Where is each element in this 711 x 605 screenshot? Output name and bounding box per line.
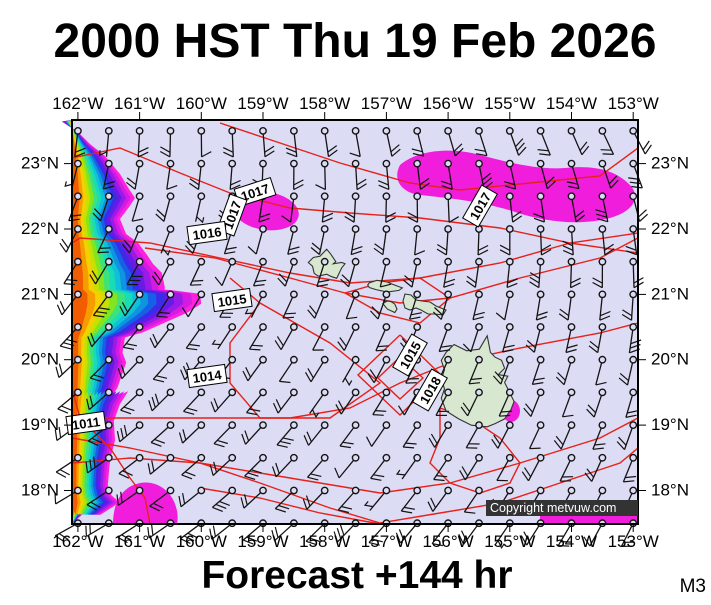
svg-text:22°N: 22°N bbox=[651, 219, 689, 238]
svg-text:18°N: 18°N bbox=[651, 481, 689, 500]
svg-text:162°W: 162°W bbox=[52, 94, 103, 113]
svg-text:157°W: 157°W bbox=[361, 94, 412, 113]
svg-text:161°W: 161°W bbox=[114, 532, 165, 551]
svg-text:22°N: 22°N bbox=[21, 219, 59, 238]
svg-text:154°W: 154°W bbox=[546, 532, 597, 551]
svg-text:154°W: 154°W bbox=[546, 94, 597, 113]
svg-text:158°W: 158°W bbox=[299, 94, 350, 113]
svg-text:157°W: 157°W bbox=[361, 532, 412, 551]
svg-text:153°W: 153°W bbox=[608, 532, 659, 551]
svg-text:M3: M3 bbox=[680, 576, 706, 597]
svg-text:158°W: 158°W bbox=[299, 532, 350, 551]
svg-text:159°W: 159°W bbox=[237, 532, 288, 551]
svg-text:160°W: 160°W bbox=[176, 532, 227, 551]
svg-text:162°W: 162°W bbox=[52, 532, 103, 551]
svg-text:159°W: 159°W bbox=[237, 94, 288, 113]
svg-text:19°N: 19°N bbox=[651, 415, 689, 434]
svg-text:161°W: 161°W bbox=[114, 94, 165, 113]
svg-text:2000 HST Thu 19 Feb 2026: 2000 HST Thu 19 Feb 2026 bbox=[54, 15, 657, 68]
svg-text:21°N: 21°N bbox=[651, 284, 689, 303]
svg-text:156°W: 156°W bbox=[422, 532, 473, 551]
svg-text:160°W: 160°W bbox=[176, 94, 227, 113]
svg-text:Forecast +144 hr: Forecast +144 hr bbox=[201, 554, 512, 597]
svg-text:155°W: 155°W bbox=[484, 94, 535, 113]
svg-text:23°N: 23°N bbox=[21, 154, 59, 173]
svg-text:20°N: 20°N bbox=[651, 350, 689, 369]
svg-text:156°W: 156°W bbox=[422, 94, 473, 113]
svg-text:18°N: 18°N bbox=[21, 481, 59, 500]
svg-text:23°N: 23°N bbox=[651, 154, 689, 173]
svg-text:20°N: 20°N bbox=[21, 350, 59, 369]
svg-text:155°W: 155°W bbox=[484, 532, 535, 551]
svg-text:153°W: 153°W bbox=[608, 94, 659, 113]
svg-text:Copyright metvuw.com: Copyright metvuw.com bbox=[490, 501, 616, 515]
svg-text:19°N: 19°N bbox=[21, 415, 59, 434]
svg-text:21°N: 21°N bbox=[21, 284, 59, 303]
